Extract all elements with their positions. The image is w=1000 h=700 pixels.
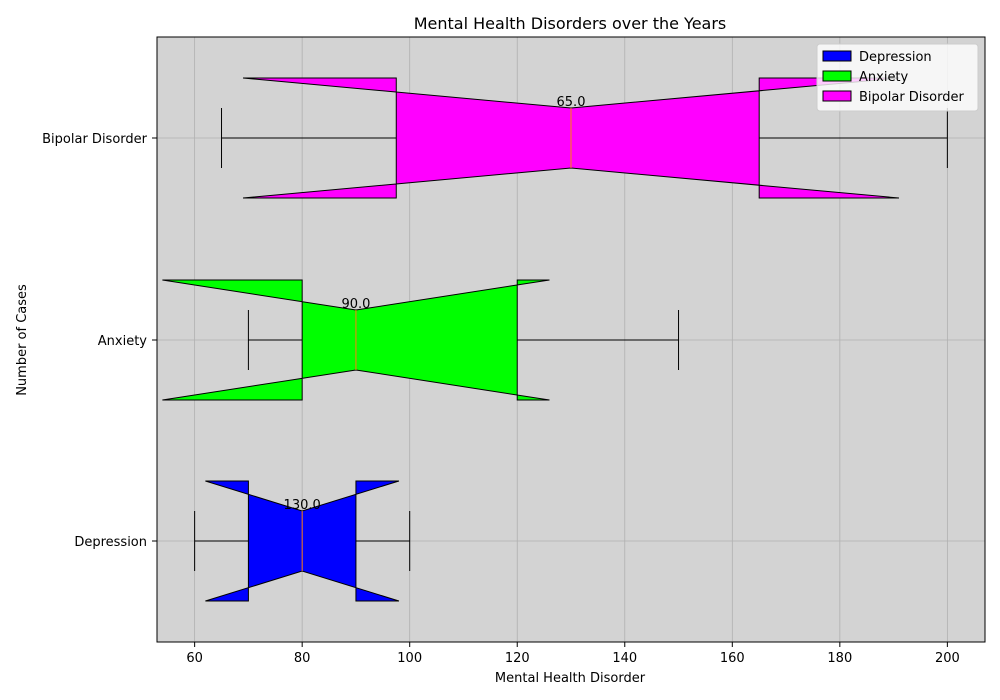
median-annotation: 65.0 [557,95,586,110]
x-tick-label: 140 [612,651,637,666]
chart-title: Mental Health Disorders over the Years [414,14,727,33]
y-tick-label: Depression [74,535,147,550]
legend: Depression Anxiety Bipolar Disorder [816,43,979,112]
x-tick-label: 120 [505,651,530,666]
legend-frame [816,43,979,112]
x-tick-label: 100 [397,651,422,666]
median-annotation: 130.0 [284,498,321,513]
box-depression: 130.0 [194,480,411,602]
legend-swatch [822,90,852,102]
x-tick-label: 60 [186,651,203,666]
x-tick-label: 80 [294,651,311,666]
x-tick-label: 200 [935,651,960,666]
x-tick-label: 180 [827,651,852,666]
legend-label: Bipolar Disorder [859,90,965,105]
legend-label: Anxiety [859,70,909,85]
box-bipolar-disorder: 65.0 [221,77,948,199]
x-axis-label: Mental Health Disorder [495,671,646,686]
y-axis-label: Number of Cases [15,284,30,396]
legend-label: Depression [859,50,932,65]
legend-swatch [822,70,852,82]
median-annotation: 90.0 [341,297,370,312]
box-anxiety: 90.0 [162,279,680,401]
y-tick-label: Bipolar Disorder [42,132,148,147]
y-tick-label: Anxiety [98,334,148,349]
legend-swatch [822,50,852,62]
x-tick-label: 160 [720,651,745,666]
